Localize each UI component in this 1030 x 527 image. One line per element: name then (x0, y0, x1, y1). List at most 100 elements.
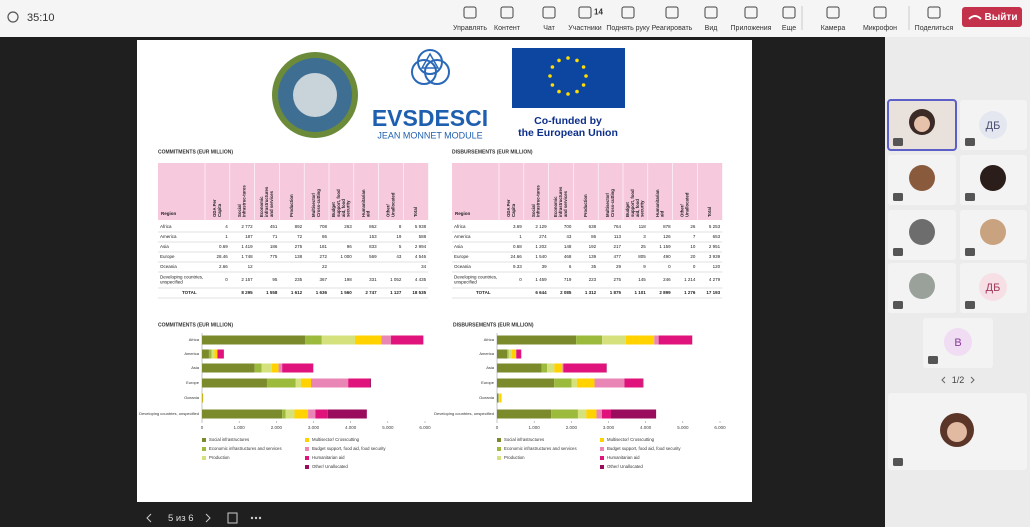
table-cell: 1 000 (341, 254, 353, 259)
table-cell: 331 (369, 277, 377, 282)
next-page[interactable] (205, 513, 211, 523)
x-tick-label: 6.000 (714, 425, 726, 430)
table-cell: 4 (225, 224, 228, 229)
table-cell: 892 (295, 224, 303, 229)
toolbar-icon[interactable] (704, 6, 718, 19)
row-label: Asia (160, 244, 169, 249)
toolbar-icon[interactable] (463, 6, 477, 19)
table-cell: 198 (344, 277, 352, 282)
leave-button[interactable] (962, 7, 1022, 27)
column-header: ODA Per Capita (212, 198, 222, 217)
star (566, 56, 570, 60)
bar-segment (516, 349, 521, 359)
toolbar-label[interactable]: Микрофон (863, 25, 897, 32)
toolbar-label[interactable]: Чат (543, 25, 555, 32)
table-cell: 35 (591, 264, 597, 269)
table-cell: 2 085 (560, 290, 572, 295)
table-cell: 775 (270, 254, 278, 259)
bar-segment (497, 335, 577, 345)
table-cell: 2 772 (241, 224, 253, 229)
toolbar-label[interactable]: Участники (568, 25, 602, 32)
toolbar-label[interactable]: Реагировать (652, 25, 693, 32)
toolbar-label[interactable]: Вид (705, 25, 718, 32)
leave-label[interactable]: Выйти (985, 12, 1018, 23)
x-tick-label: 3.000 (308, 425, 320, 430)
timer: 35:10 (27, 12, 55, 24)
toolbar-icon[interactable] (826, 6, 840, 19)
toolbar-icon[interactable] (873, 6, 887, 19)
legend-swatch (600, 438, 604, 442)
logo-name: EVSDESCI (372, 105, 488, 131)
toolbar-icon[interactable] (665, 6, 679, 19)
star (548, 74, 552, 78)
bar-segment (691, 335, 693, 345)
toolbar-icon[interactable] (744, 6, 758, 19)
toolbar-label[interactable]: Управлять (453, 25, 487, 32)
table-cell: 22 (322, 264, 328, 269)
toolbar-label[interactable]: Еще (782, 25, 796, 32)
table-cell: 186 (270, 244, 278, 249)
toolbar-label[interactable]: Приложения (731, 25, 772, 32)
table-cell: 468 (564, 254, 572, 259)
legend-label: Economic infrastructures and services (209, 446, 282, 451)
x-tick-label: 1.000 (234, 425, 246, 430)
participant-pager: 1/2 (952, 375, 965, 385)
prev-page[interactable] (146, 513, 152, 523)
column-header: ODA Per Capita (506, 198, 516, 217)
toolbar-icon[interactable] (782, 6, 796, 19)
row-label: Developing countries, unspecified (454, 275, 499, 285)
toolbar-icon[interactable] (927, 6, 941, 19)
table-cell: 1 748 (241, 254, 253, 259)
table-cell: 96 (347, 244, 353, 249)
table-cell: 272 (319, 254, 327, 259)
table-cell: 2 951 (709, 244, 721, 249)
table-cell: 638 (589, 224, 597, 229)
column-header: Region (455, 211, 471, 216)
table-cell: 235 (295, 277, 303, 282)
toolbar-label[interactable]: Поднять руку (606, 25, 650, 32)
toolbar-label[interactable]: Камера (821, 25, 846, 32)
toolbar-icon[interactable] (542, 6, 556, 19)
prev-icon[interactable] (941, 376, 946, 384)
pages-icon[interactable] (227, 512, 238, 524)
more-icon[interactable] (250, 516, 254, 520)
toolbar-icon[interactable] (621, 6, 635, 19)
toolbar-icon[interactable] (500, 6, 514, 19)
toolbar-label[interactable]: Поделиться (915, 25, 954, 32)
table-cell: 217 (613, 244, 621, 249)
legend-swatch (600, 447, 604, 451)
table-cell: 145 (638, 277, 646, 282)
bar-segment (202, 363, 255, 373)
toolbar-icon[interactable] (578, 6, 592, 19)
legend-label: Budget support, food aid, food security (312, 446, 386, 451)
phone-icon (968, 15, 982, 20)
more-icon[interactable] (254, 516, 258, 520)
table-cell: 274 (539, 234, 547, 239)
next-icon[interactable] (970, 376, 975, 384)
table-cell: 9 (643, 264, 646, 269)
bar-segment (315, 409, 328, 419)
table-cell: 1 312 (585, 290, 597, 295)
legend-label: Humanitarian aid (607, 455, 640, 460)
table-cell: 1 419 (241, 244, 253, 249)
star (581, 83, 586, 87)
table-cell: 1 214 (684, 277, 696, 282)
more-icon[interactable] (258, 516, 262, 520)
bar-segment (547, 363, 555, 373)
table-cell: 7 (693, 234, 696, 239)
column-header: Total (707, 207, 712, 217)
table-cell: 26 (690, 224, 696, 229)
toolbar-label[interactable]: Контент (494, 25, 521, 32)
row-label: Africa (160, 224, 172, 229)
x-tick-label: 1.000 (529, 425, 541, 430)
page-indicator: 5 из 6 (168, 513, 194, 524)
bar-segment (208, 349, 212, 359)
table-cell: 8 295 (241, 290, 253, 295)
table-cell: 862 (369, 224, 377, 229)
table-cell: 653 (713, 234, 721, 239)
table-cell: 39 (542, 264, 548, 269)
x-tick-label: 0 (496, 425, 499, 430)
photo (947, 422, 967, 442)
legend-label: Economic infrastructures and services (504, 446, 577, 451)
